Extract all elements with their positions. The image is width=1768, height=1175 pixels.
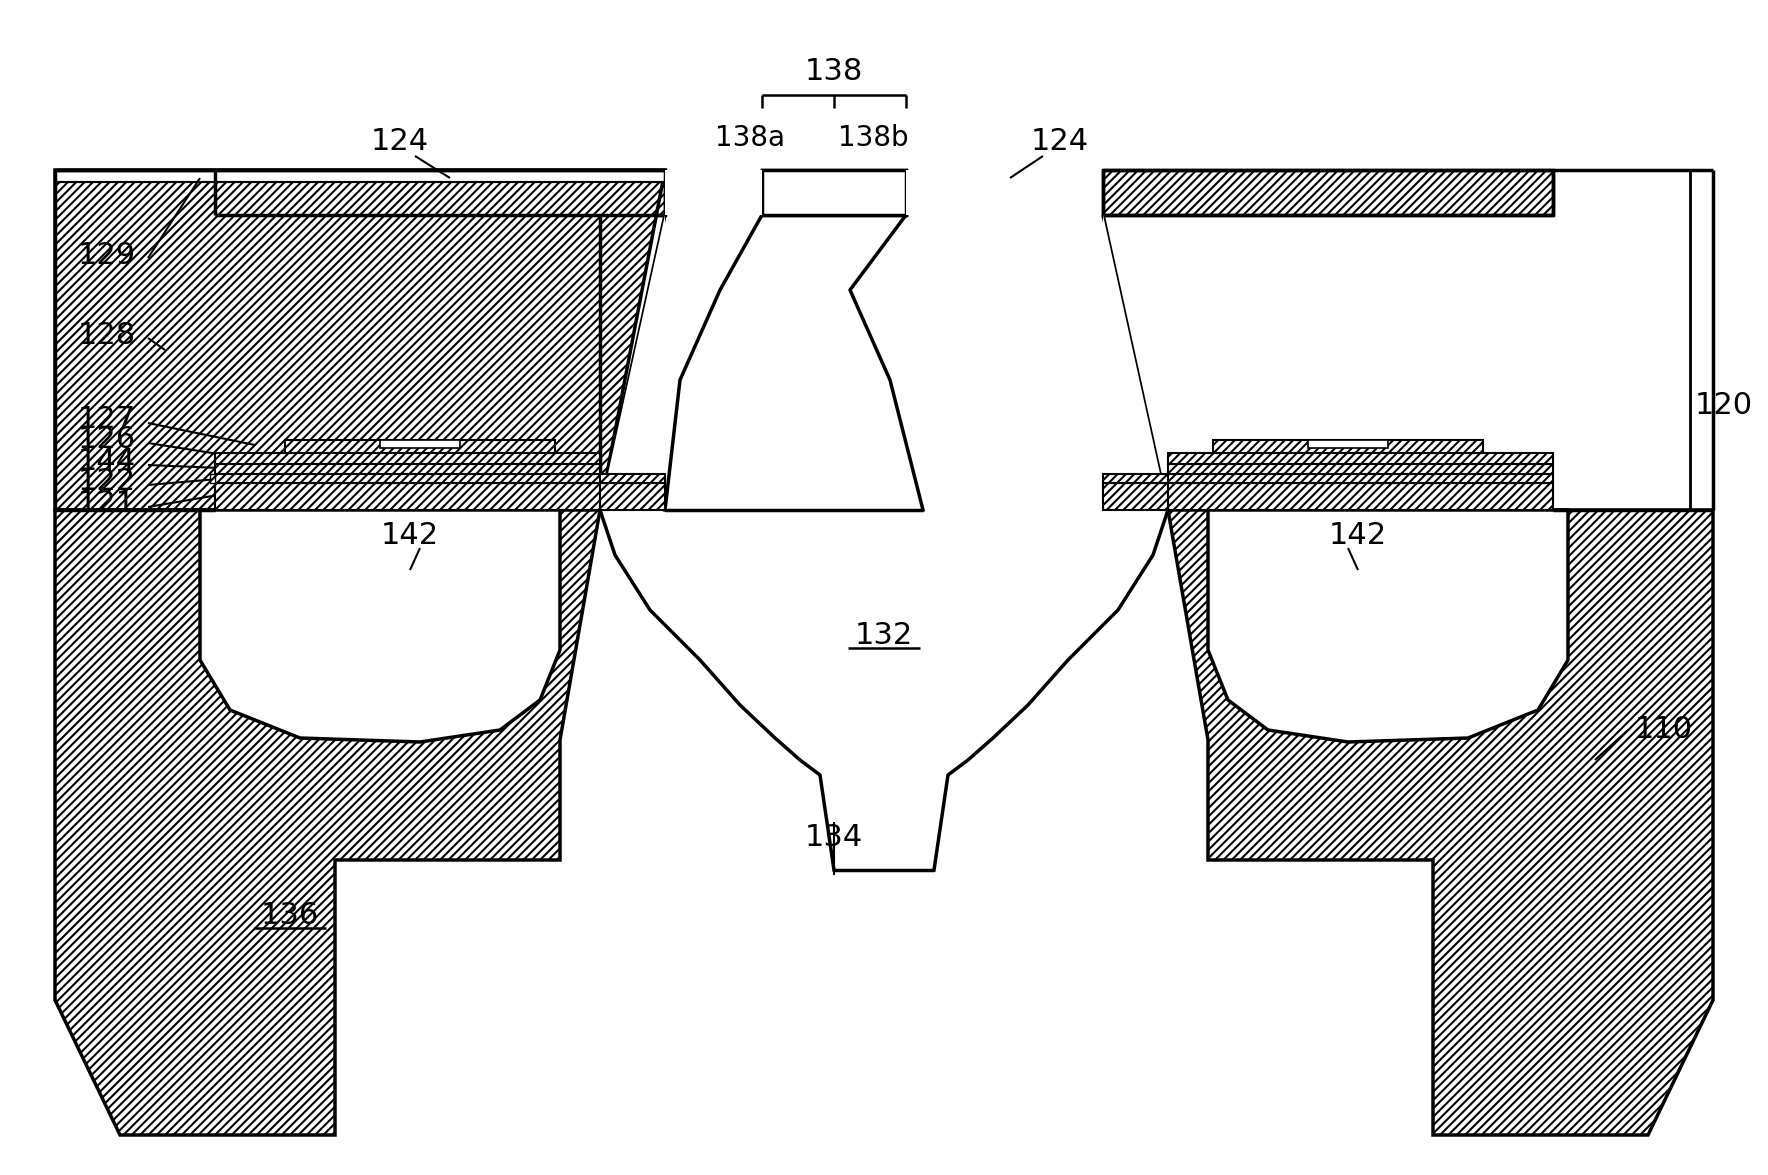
Text: 122: 122: [78, 468, 136, 497]
Polygon shape: [1103, 215, 1169, 510]
Polygon shape: [1169, 510, 1713, 1135]
Polygon shape: [599, 215, 665, 510]
Polygon shape: [55, 510, 599, 1135]
Polygon shape: [55, 170, 665, 510]
Text: 136: 136: [262, 900, 320, 929]
Text: 110: 110: [1635, 716, 1694, 745]
Text: 138a: 138a: [714, 125, 785, 152]
Text: 142: 142: [1330, 521, 1388, 550]
Polygon shape: [762, 170, 905, 215]
Polygon shape: [665, 215, 923, 510]
Polygon shape: [1308, 439, 1388, 448]
Text: 124: 124: [1031, 128, 1089, 156]
Polygon shape: [905, 170, 923, 215]
Polygon shape: [1208, 510, 1568, 741]
Polygon shape: [599, 510, 1169, 870]
Polygon shape: [380, 439, 460, 448]
Text: 138b: 138b: [838, 125, 909, 152]
Polygon shape: [216, 444, 599, 464]
Polygon shape: [762, 170, 905, 215]
Polygon shape: [1169, 474, 1552, 483]
Text: 124: 124: [371, 128, 430, 156]
Text: 120: 120: [1696, 390, 1754, 419]
Polygon shape: [1103, 474, 1169, 483]
Polygon shape: [599, 474, 665, 483]
Text: 129: 129: [78, 241, 136, 269]
Polygon shape: [1169, 444, 1552, 464]
Polygon shape: [216, 483, 599, 510]
Polygon shape: [216, 170, 665, 215]
Polygon shape: [1169, 483, 1552, 510]
Polygon shape: [210, 474, 216, 483]
Polygon shape: [55, 170, 665, 182]
Text: 128: 128: [78, 321, 136, 349]
Polygon shape: [1103, 483, 1169, 510]
Text: 127: 127: [78, 405, 136, 435]
Polygon shape: [1213, 439, 1483, 454]
Text: 121: 121: [78, 490, 136, 518]
Polygon shape: [200, 510, 560, 741]
Polygon shape: [665, 170, 762, 215]
Text: 138: 138: [804, 58, 863, 87]
Text: 142: 142: [380, 521, 438, 550]
Polygon shape: [1169, 455, 1552, 474]
Text: 126: 126: [78, 425, 136, 455]
Polygon shape: [599, 483, 665, 510]
Polygon shape: [216, 455, 599, 474]
Text: 134: 134: [804, 824, 863, 853]
Text: 144: 144: [78, 448, 136, 477]
Text: 132: 132: [856, 620, 912, 650]
Polygon shape: [216, 474, 599, 483]
Polygon shape: [285, 439, 555, 454]
Polygon shape: [1103, 170, 1552, 215]
